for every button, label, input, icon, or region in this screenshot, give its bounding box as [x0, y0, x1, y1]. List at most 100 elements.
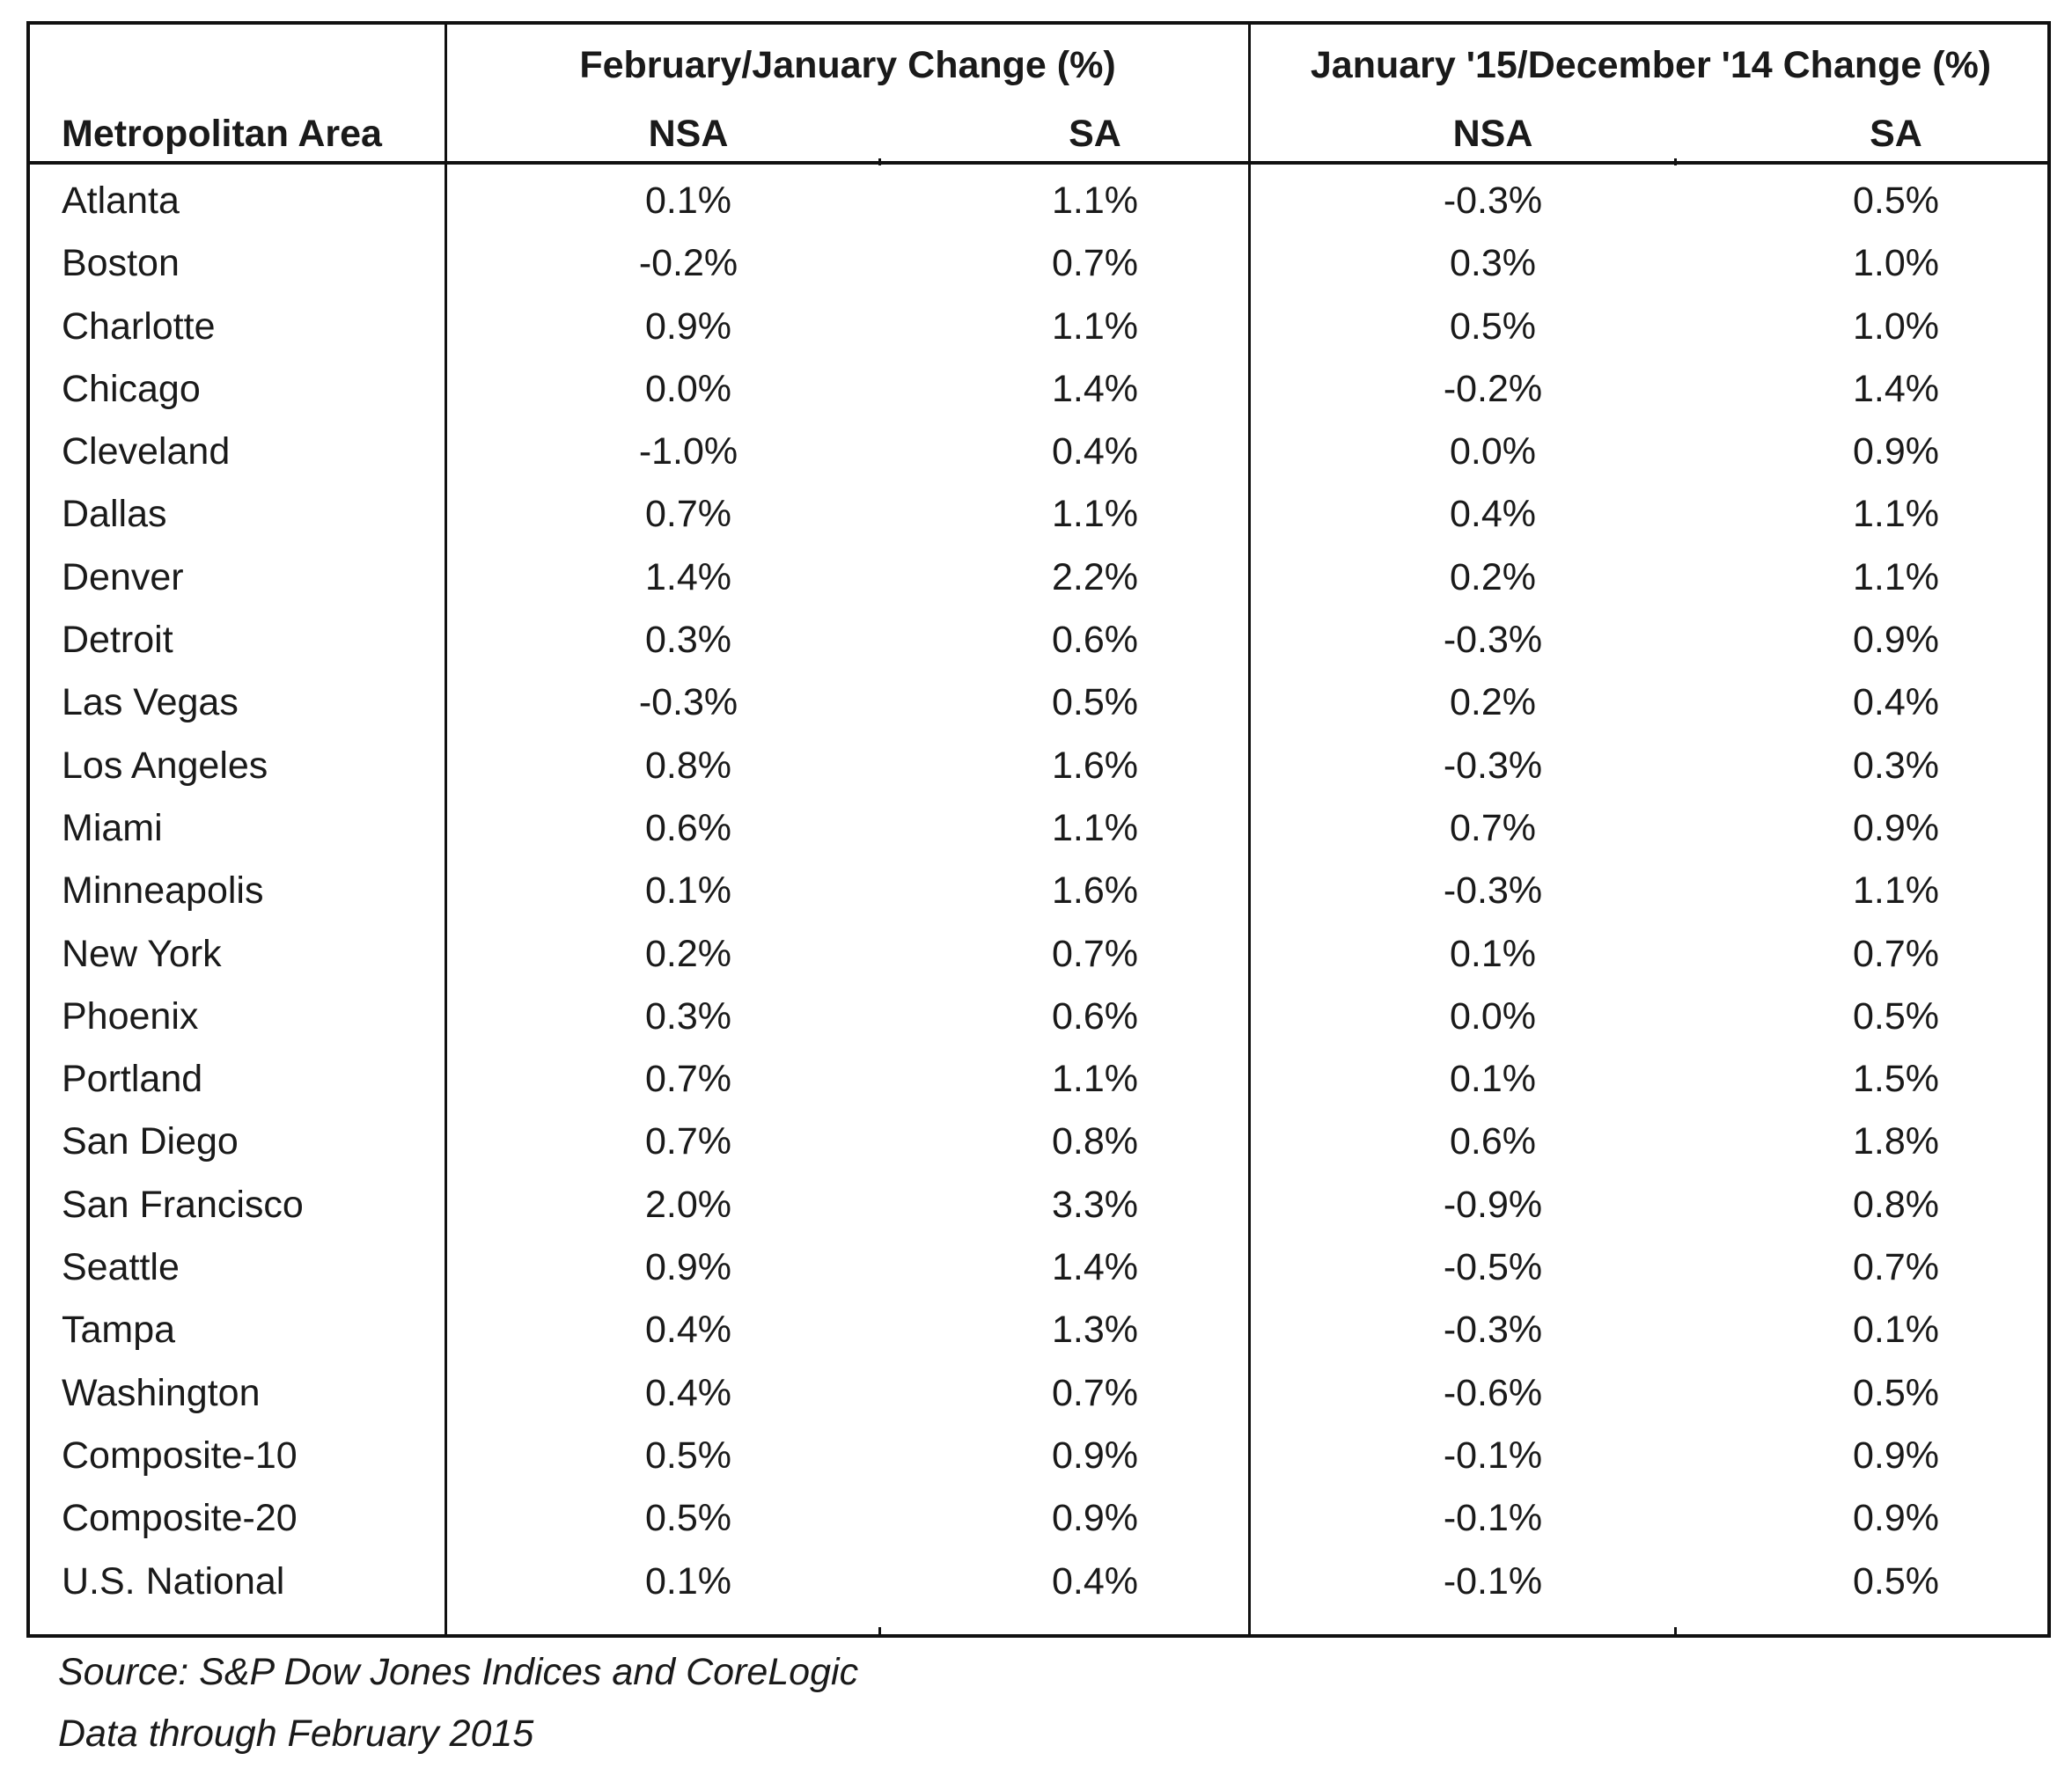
cell-feb-jan-sa: 1.4% [1051, 1246, 1138, 1289]
cell-jan-dec-nsa: 0.0% [1449, 994, 1536, 1038]
cell-feb-jan-nsa: 0.5% [644, 1434, 731, 1477]
cell-jan-dec-sa: 0.9% [1852, 619, 1939, 662]
row-metro-name: Miami [62, 806, 163, 849]
cell-jan-dec-nsa: -0.9% [1443, 1183, 1543, 1226]
table-row: San Francisco 2.0% 3.3% -0.9% 0.8% [30, 1173, 2047, 1236]
cell-feb-jan-sa: 1.6% [1051, 744, 1138, 787]
cell-feb-jan-nsa: 0.1% [644, 869, 731, 913]
cell-jan-dec-sa: 0.7% [1852, 932, 1939, 975]
cell-feb-jan-nsa: 0.9% [644, 1246, 731, 1289]
table-row: Composite-10 0.5% 0.9% -0.1% 0.9% [30, 1424, 2047, 1486]
table-row: Portland 0.7% 1.1% 0.1% 1.5% [30, 1047, 2047, 1110]
cell-jan-dec-sa: 0.5% [1852, 1371, 1939, 1414]
table-row: Cleveland -1.0% 0.4% 0.0% 0.9% [30, 420, 2047, 482]
column-tick [1674, 1627, 1677, 1634]
group-header-jan-dec: January '15/December '14 Change (%) [1310, 44, 1992, 86]
cell-jan-dec-sa: 0.9% [1852, 430, 1939, 473]
cell-feb-jan-sa: 0.7% [1051, 932, 1138, 975]
cell-feb-jan-nsa: 0.4% [644, 1371, 731, 1414]
cell-feb-jan-sa: 1.1% [1051, 806, 1138, 849]
column-header-nsa: NSA [1452, 113, 1533, 155]
table-row: Detroit 0.3% 0.6% -0.3% 0.9% [30, 608, 2047, 671]
cell-jan-dec-nsa: -0.5% [1443, 1246, 1543, 1289]
cell-feb-jan-sa: 0.9% [1051, 1497, 1138, 1540]
column-divider [1248, 25, 1251, 1634]
cell-jan-dec-nsa: -0.1% [1443, 1559, 1543, 1603]
table-row: Miami 0.6% 1.1% 0.7% 0.9% [30, 796, 2047, 859]
cell-jan-dec-nsa: 0.2% [1449, 555, 1536, 598]
table-row: Minneapolis 0.1% 1.6% -0.3% 1.1% [30, 859, 2047, 921]
source-note: Source: S&P Dow Jones Indices and CoreLo… [58, 1651, 859, 1693]
row-metro-name: Composite-10 [62, 1434, 298, 1477]
cell-jan-dec-sa: 0.1% [1852, 1309, 1939, 1352]
row-metro-name: Washington [62, 1371, 261, 1414]
row-metro-name: Denver [62, 555, 184, 598]
cell-feb-jan-nsa: 0.1% [644, 1559, 731, 1603]
cell-feb-jan-sa: 1.3% [1051, 1309, 1138, 1352]
cell-jan-dec-sa: 0.5% [1852, 1559, 1939, 1603]
row-metro-name: Seattle [62, 1246, 180, 1289]
table-row: Atlanta 0.1% 1.1% -0.3% 0.5% [30, 169, 2047, 231]
table-row: Phoenix 0.3% 0.6% 0.0% 0.5% [30, 985, 2047, 1047]
cell-feb-jan-nsa: 0.7% [644, 493, 731, 536]
cell-feb-jan-sa: 0.6% [1051, 619, 1138, 662]
table-row: Washington 0.4% 0.7% -0.6% 0.5% [30, 1361, 2047, 1424]
table-row: Chicago 0.0% 1.4% -0.2% 1.4% [30, 357, 2047, 420]
cell-feb-jan-sa: 1.6% [1051, 869, 1138, 913]
table-row: Los Angeles 0.8% 1.6% -0.3% 0.3% [30, 734, 2047, 796]
cell-feb-jan-nsa: 2.0% [644, 1183, 731, 1226]
row-metro-name: Las Vegas [62, 681, 239, 724]
table-body: Atlanta 0.1% 1.1% -0.3% 0.5% Boston -0.2% 0.7% 0… [30, 169, 2047, 1612]
column-header-nsa: NSA [648, 113, 729, 155]
cell-jan-dec-sa: 0.3% [1852, 744, 1939, 787]
table-row: Seattle 0.9% 1.4% -0.5% 0.7% [30, 1236, 2047, 1298]
cell-jan-dec-sa: 1.1% [1852, 493, 1939, 536]
column-header-sa: SA [1069, 113, 1121, 155]
table-row: New York 0.2% 0.7% 0.1% 0.7% [30, 922, 2047, 985]
cell-jan-dec-sa: 1.0% [1852, 242, 1939, 285]
column-tick [1674, 158, 1677, 165]
cell-feb-jan-nsa: 0.7% [644, 1120, 731, 1163]
cell-feb-jan-sa: 1.1% [1051, 493, 1138, 536]
cell-feb-jan-sa: 0.7% [1051, 242, 1138, 285]
cell-feb-jan-nsa: 0.6% [644, 806, 731, 849]
data-table: February/January Change (%) January '15/… [26, 21, 2051, 1638]
cell-feb-jan-nsa: 0.5% [644, 1497, 731, 1540]
cell-jan-dec-sa: 0.7% [1852, 1246, 1939, 1289]
row-metro-name: Los Angeles [62, 744, 268, 787]
cell-feb-jan-nsa: -1.0% [638, 430, 738, 473]
header-divider [30, 161, 2047, 165]
cell-jan-dec-nsa: 0.4% [1449, 493, 1536, 536]
cell-jan-dec-sa: 1.4% [1852, 367, 1939, 410]
cell-jan-dec-nsa: -0.2% [1443, 367, 1543, 410]
cell-jan-dec-sa: 0.5% [1852, 180, 1939, 222]
cell-jan-dec-nsa: -0.3% [1443, 744, 1543, 787]
cell-feb-jan-nsa: 0.0% [644, 367, 731, 410]
cell-jan-dec-sa: 0.5% [1852, 994, 1939, 1038]
cell-jan-dec-nsa: -0.3% [1443, 869, 1543, 913]
row-metro-name: San Francisco [62, 1183, 304, 1226]
cell-feb-jan-sa: 1.4% [1051, 367, 1138, 410]
cell-jan-dec-nsa: 0.7% [1449, 806, 1536, 849]
column-divider [445, 25, 447, 1634]
cell-feb-jan-nsa: 1.4% [644, 555, 731, 598]
group-header-feb-jan: February/January Change (%) [579, 44, 1116, 86]
table-row: U.S. National 0.1% 0.4% -0.1% 0.5% [30, 1550, 2047, 1612]
cell-jan-dec-nsa: -0.3% [1443, 180, 1543, 222]
cell-feb-jan-sa: 0.4% [1051, 1559, 1138, 1603]
row-metro-name: Portland [62, 1058, 203, 1101]
cell-feb-jan-sa: 0.4% [1051, 430, 1138, 473]
row-metro-name: Boston [62, 242, 180, 285]
cell-jan-dec-nsa: 0.1% [1449, 1058, 1536, 1101]
table-row: San Diego 0.7% 0.8% 0.6% 1.8% [30, 1110, 2047, 1172]
cell-jan-dec-sa: 1.5% [1852, 1058, 1939, 1101]
row-metro-name: Composite-20 [62, 1497, 298, 1540]
row-metro-name: New York [62, 932, 222, 975]
row-metro-name: Phoenix [62, 994, 199, 1038]
cell-jan-dec-sa: 1.0% [1852, 304, 1939, 348]
table-row: Denver 1.4% 2.2% 0.2% 1.1% [30, 546, 2047, 608]
table-row: Tampa 0.4% 1.3% -0.3% 0.1% [30, 1298, 2047, 1361]
cell-jan-dec-nsa: -0.1% [1443, 1434, 1543, 1477]
cell-jan-dec-sa: 1.1% [1852, 869, 1939, 913]
row-metro-name: Cleveland [62, 430, 231, 473]
